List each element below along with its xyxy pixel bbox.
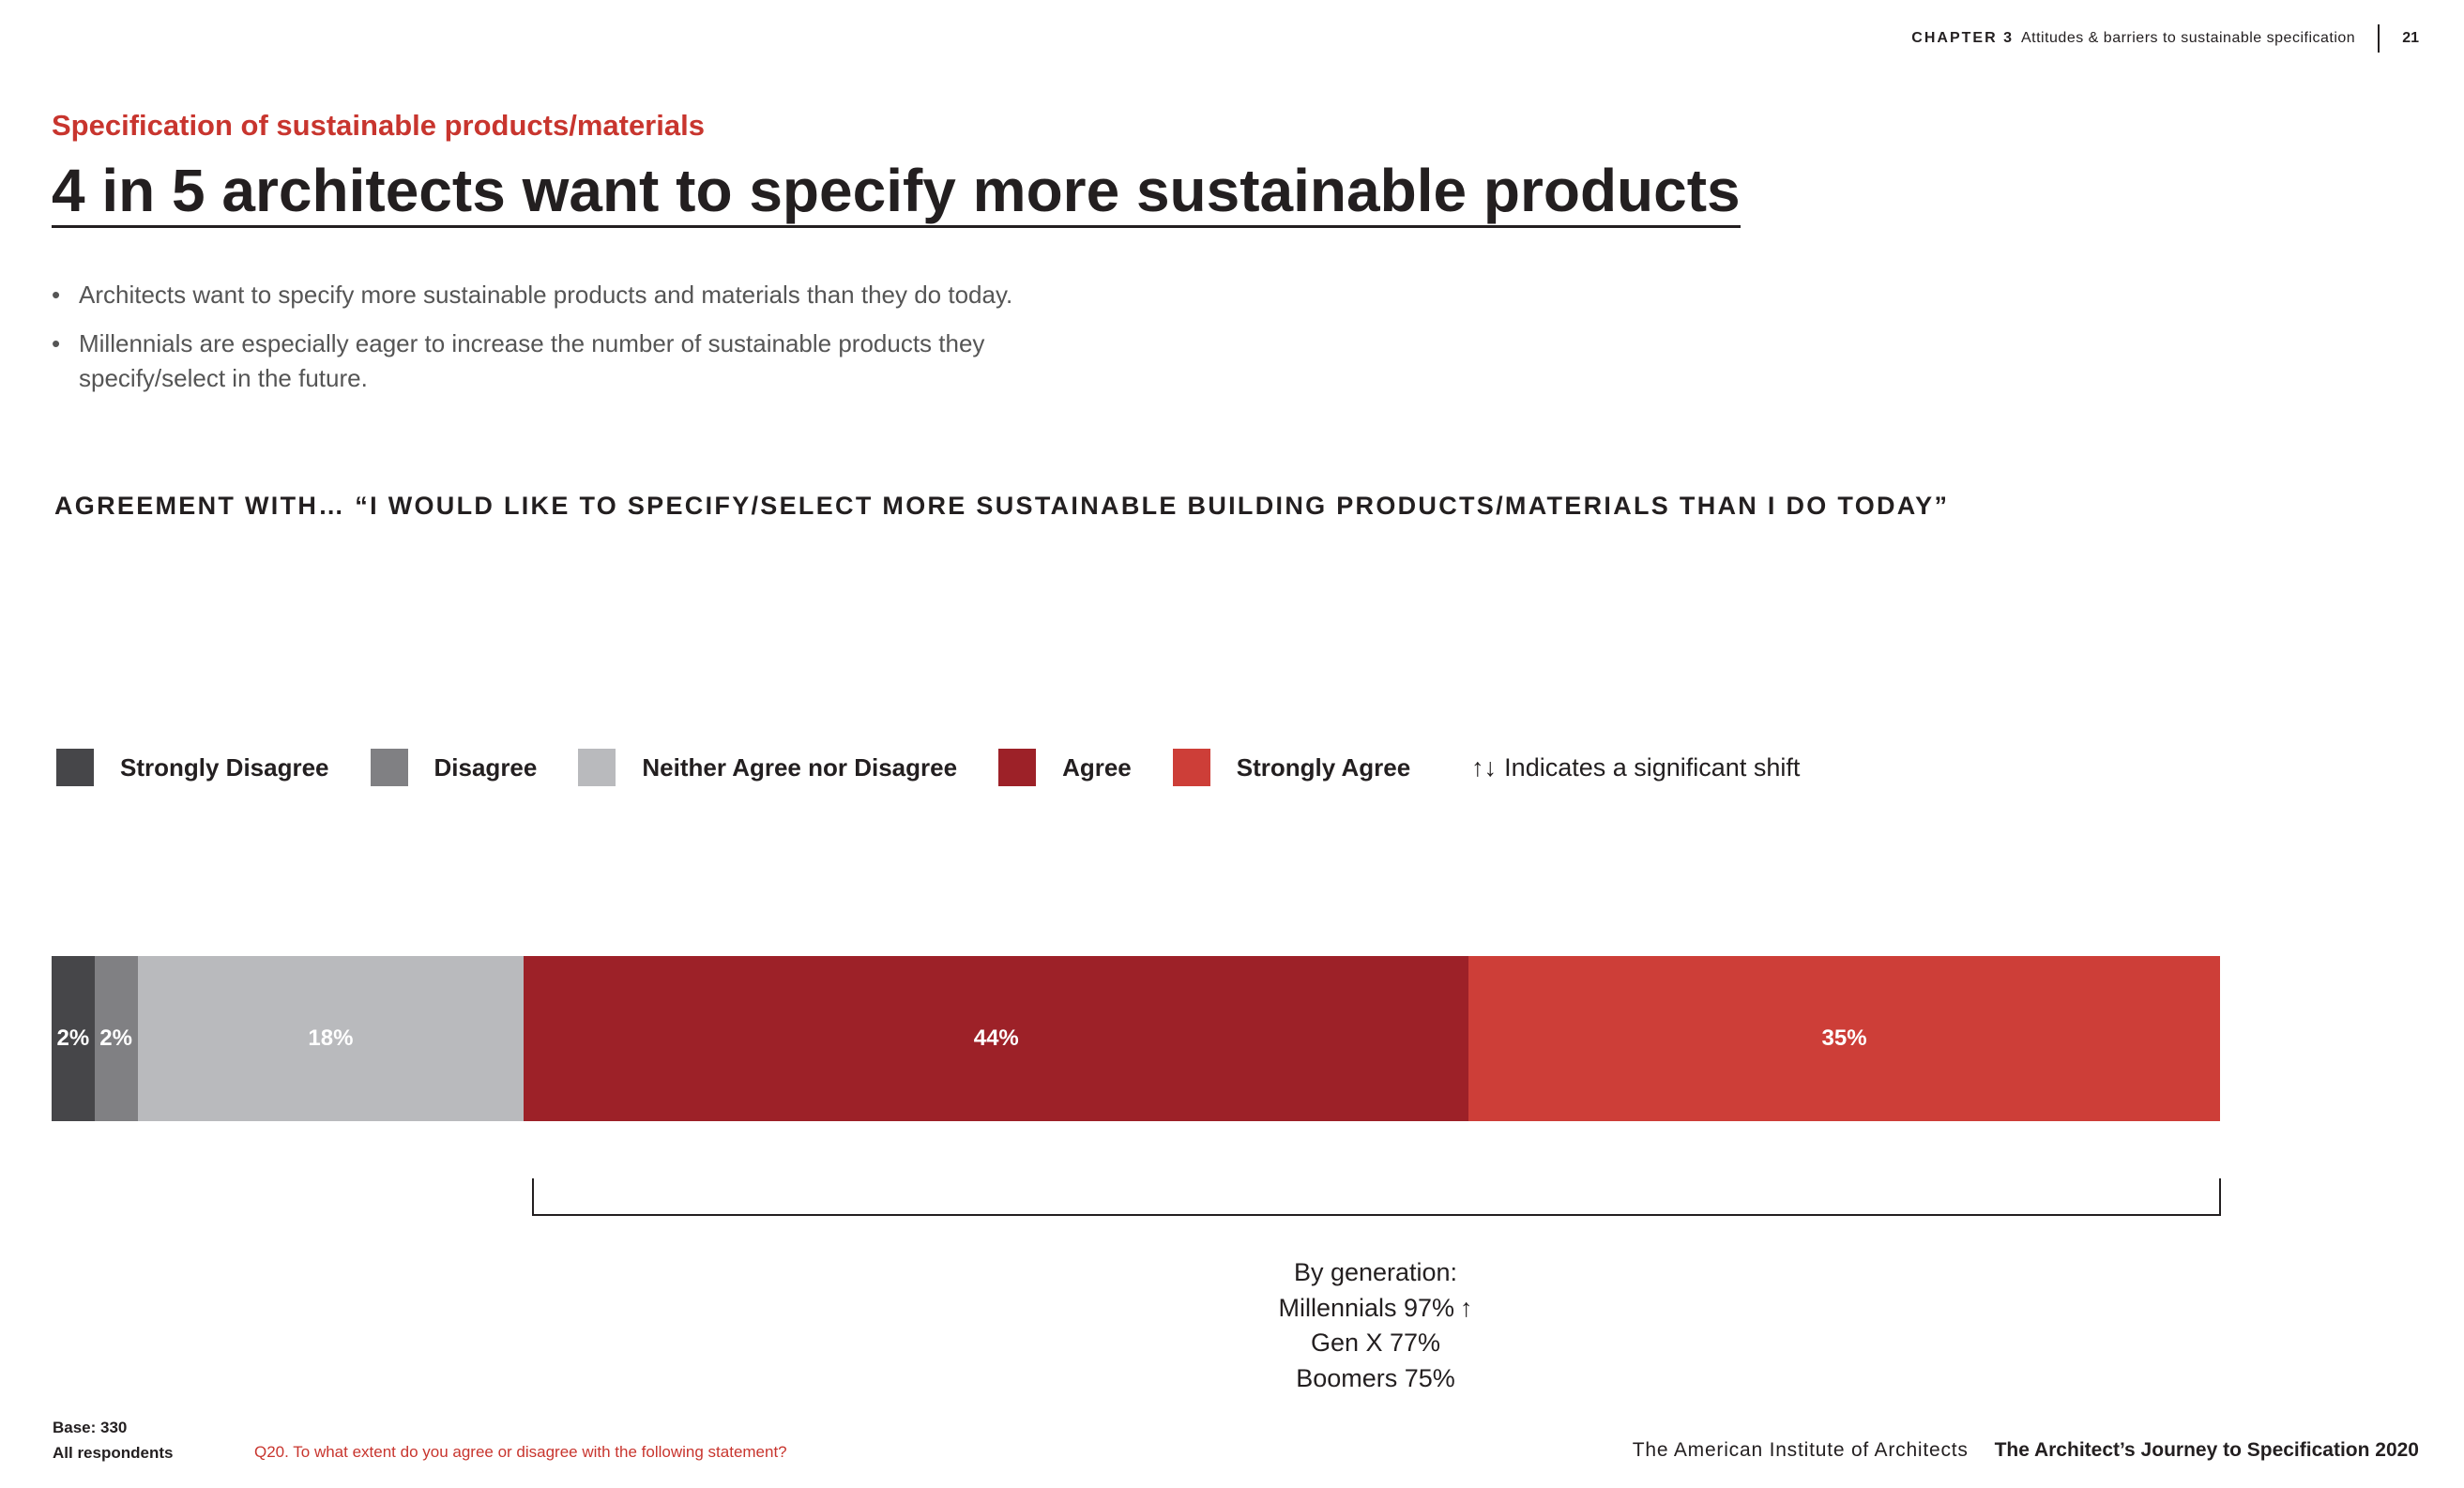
bar-data-label: 44% (973, 1025, 1019, 1051)
agree-bracket (532, 1178, 2221, 1216)
chart-legend: Strongly Disagree Disagree Neither Agree… (56, 749, 1800, 786)
legend-item-strongly-agree: Strongly Agree (1172, 749, 1411, 786)
chapter-header: CHAPTER 3 Attitudes & barriers to sustai… (1911, 24, 2419, 53)
bar-segment-agree: 44% (524, 956, 1469, 1121)
chapter-title: Attitudes & barriers to sustainable spec… (2020, 30, 2356, 46)
legend-swatch (56, 749, 94, 786)
page-number: 21 (2402, 30, 2419, 46)
legend-note: ↑↓ Indicates a significant shift (1471, 753, 1800, 782)
bullet-item: Architects want to specify more sustaina… (52, 278, 1084, 312)
stacked-bar-chart: 2% 2% 18% 44% 35% (52, 956, 2220, 1121)
chapter-label: CHAPTER 3 (1911, 30, 2014, 46)
base-population: All respondents (53, 1444, 174, 1462)
legend-swatch (370, 749, 408, 786)
generation-heading: By generation: (1293, 1258, 1458, 1286)
legend-swatch (998, 749, 1037, 786)
legend-note-text: Indicates a significant shift (1504, 752, 1801, 782)
legend-item-strongly-disagree: Strongly Disagree (56, 749, 329, 786)
org-name: The American Institute of Architects (1632, 1439, 1969, 1461)
legend-swatch (1172, 749, 1210, 786)
bar-segment-neither-agree-nor-disagree: 18% (137, 956, 525, 1121)
legend-label: Strongly Agree (1236, 752, 1411, 782)
legend-item-agree: Agree (998, 749, 1132, 786)
legend-swatch (578, 749, 616, 786)
generation-label: Boomers 75% (1296, 1363, 1455, 1392)
chart-heading: AGREEMENT WITH… “I WOULD LIKE TO SPECIFY… (54, 492, 1950, 520)
legend-item-disagree: Disagree (370, 749, 538, 786)
bar-data-label: 35% (1821, 1025, 1867, 1051)
bullet-list: Architects want to specify more sustaina… (52, 278, 1084, 410)
legend-item-neither: Neither Agree nor Disagree (578, 749, 957, 786)
header-divider (2378, 24, 2380, 53)
generation-label: Millennials 97% (1278, 1293, 1455, 1322)
bar-segment-strongly-agree: 35% (1468, 956, 2220, 1121)
section-subtitle: Specification of sustainable products/ma… (52, 109, 705, 142)
legend-label: Agree (1062, 752, 1132, 782)
bar-segment-strongly-disagree: 2% (52, 956, 95, 1121)
page-title: 4 in 5 architects want to specify more s… (52, 158, 1741, 229)
bar-segment-disagree: 2% (94, 956, 138, 1121)
up-arrow-icon: ↑ (1460, 1293, 1473, 1322)
legend-label: Strongly Disagree (120, 752, 329, 782)
legend-label: Disagree (433, 752, 538, 782)
up-down-arrows-icon: ↑↓ (1471, 752, 1498, 782)
generation-row: Millennials 97% ↑ (1188, 1291, 1563, 1327)
generation-row: Boomers 75% (1188, 1361, 1563, 1397)
bar-data-label: 2% (56, 1025, 90, 1051)
legend-label: Neither Agree nor Disagree (642, 752, 958, 782)
generation-breakdown: By generation: Millennials 97% ↑ Gen X 77… (1188, 1255, 1563, 1396)
bullet-item: Millennials are especially eager to incr… (52, 326, 1084, 396)
bar-data-label: 2% (99, 1025, 132, 1051)
generation-label: Gen X 77% (1310, 1329, 1441, 1357)
question-note: Q20. To what extent do you agree or disa… (254, 1443, 787, 1461)
base-count: Base: 330 (53, 1419, 128, 1436)
report-title: The Architect’s Journey to Specification… (1994, 1439, 2419, 1461)
base-note: Base: 330 All respondents (53, 1415, 173, 1465)
bar-data-label: 18% (308, 1025, 354, 1051)
page-footer: The American Institute of Architects The… (1633, 1439, 2419, 1462)
generation-row: Gen X 77% (1188, 1326, 1563, 1361)
